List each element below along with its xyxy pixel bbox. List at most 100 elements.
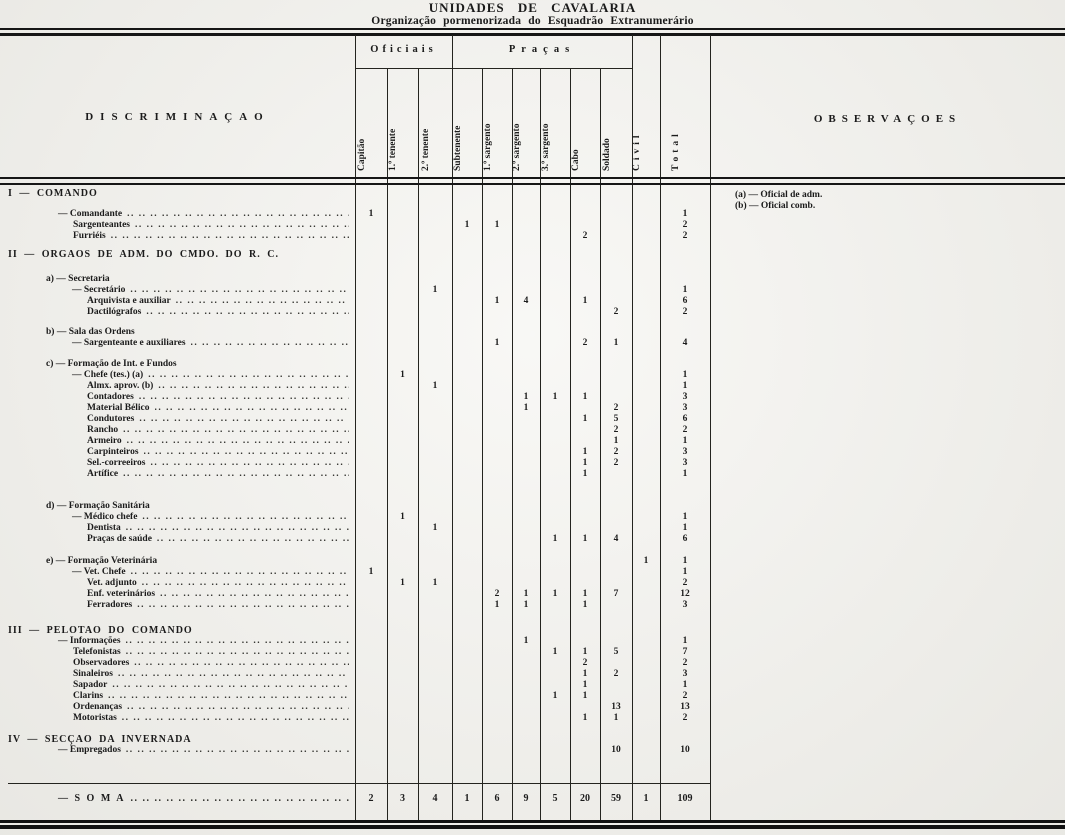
value-cell bbox=[418, 600, 452, 611]
leader-dots: .. .. .. .. .. .. .. .. .. .. .. .. .. .… bbox=[130, 567, 349, 577]
row-label-cell: — Vet. Chefe .. .. .. .. .. .. .. .. .. .… bbox=[0, 567, 355, 578]
value-cell bbox=[600, 359, 632, 370]
value-cell bbox=[418, 589, 452, 600]
value-cell bbox=[632, 458, 660, 469]
value-cell bbox=[540, 188, 570, 199]
value-cell bbox=[540, 556, 570, 567]
value-cell bbox=[452, 658, 482, 669]
leader-dots: .. .. .. .. .. .. .. .. .. .. .. .. .. .… bbox=[123, 469, 349, 479]
value-cell: 1 bbox=[613, 436, 619, 446]
value-cell: 1 bbox=[582, 414, 588, 424]
header-double-rule bbox=[0, 177, 1065, 185]
value-cell bbox=[512, 249, 540, 260]
value-cell: 1 bbox=[552, 534, 558, 544]
value-cell bbox=[632, 647, 660, 658]
row-label: — Sargenteante e auxiliares bbox=[72, 338, 186, 348]
value-cell bbox=[540, 745, 570, 756]
value-cell bbox=[632, 425, 660, 436]
table-row: Praças de saúde .. .. .. .. .. .. .. .. .… bbox=[0, 534, 1065, 545]
value-cell bbox=[418, 669, 452, 680]
value-cell bbox=[512, 647, 540, 658]
value-cell: 1 bbox=[682, 636, 688, 646]
organization-table: DISCRIMINAÇAO OBSERVAÇOES Oficiais Praça… bbox=[0, 35, 1065, 835]
value-cell: 2 bbox=[682, 691, 688, 701]
row-label: Almx. aprov. (b) bbox=[87, 381, 154, 391]
value-cell bbox=[512, 327, 540, 338]
value-cell: 1 bbox=[523, 392, 529, 402]
value-cell bbox=[452, 625, 482, 636]
value-cell: 9 bbox=[523, 793, 529, 804]
column-header-11: Total bbox=[671, 130, 681, 171]
table-row: Ferradores .. .. .. .. .. .. .. .. .. .. … bbox=[0, 600, 1065, 611]
value-cell bbox=[540, 458, 570, 469]
leader-dots: .. .. .. .. .. .. .. .. .. .. .. .. .. .… bbox=[134, 658, 349, 668]
value-cell: 3 bbox=[400, 793, 405, 804]
value-cell bbox=[355, 220, 387, 231]
value-cell bbox=[452, 512, 482, 523]
value-cell bbox=[387, 556, 418, 567]
table-row: Ordenanças .. .. .. .. .. .. .. .. .. .. … bbox=[0, 702, 1065, 713]
table-row: Contadores .. .. .. .. .. .. .. .. .. .. … bbox=[0, 392, 1065, 403]
value-cell bbox=[418, 209, 452, 220]
table-grid-line bbox=[482, 68, 483, 820]
value-cell: 7 bbox=[613, 589, 619, 599]
leader-dots: .. .. .. .. .. .. .. .. .. .. .. .. .. .… bbox=[125, 647, 349, 657]
row-label: Armeiro bbox=[87, 436, 122, 446]
value-cell bbox=[482, 458, 512, 469]
value-cell bbox=[600, 274, 632, 285]
value-cell bbox=[452, 327, 482, 338]
value-cell bbox=[418, 713, 452, 724]
value-cell bbox=[482, 534, 512, 545]
value-cell: 1 bbox=[552, 647, 558, 657]
value-cell bbox=[512, 307, 540, 318]
leader-dots: .. .. .. .. .. .. .. .. .. .. .. .. .. .… bbox=[146, 307, 349, 317]
value-cell bbox=[540, 436, 570, 447]
column-header-10: Cívil bbox=[632, 131, 642, 171]
value-cell bbox=[355, 691, 387, 702]
value-cell bbox=[512, 274, 540, 285]
soma-separator-rule bbox=[8, 783, 710, 784]
value-cell bbox=[600, 209, 632, 220]
value-cell bbox=[540, 523, 570, 534]
row-label: — Vet. Chefe bbox=[72, 567, 126, 577]
value-cell bbox=[632, 220, 660, 231]
value-cell bbox=[600, 523, 632, 534]
row-label-cell: III — PELOTAO DO COMANDO bbox=[0, 625, 355, 636]
value-cell bbox=[418, 436, 452, 447]
value-cell bbox=[452, 285, 482, 296]
bottom-double-rule bbox=[0, 820, 1065, 829]
value-cell bbox=[418, 658, 452, 669]
value-cell bbox=[570, 556, 600, 567]
value-cell bbox=[512, 745, 540, 756]
value-cell bbox=[387, 636, 418, 647]
value-cell: 1 bbox=[552, 691, 558, 701]
row-label-cell: Observadores .. .. .. .. .. .. .. .. .. .… bbox=[0, 658, 355, 669]
value-cell bbox=[512, 734, 540, 745]
row-label-cell: Condutores .. .. .. .. .. .. .. .. .. .. … bbox=[0, 414, 355, 425]
value-cell bbox=[452, 713, 482, 724]
document-subtitle: Organização pormenorizada do Esquadrão E… bbox=[371, 15, 694, 27]
value-cell bbox=[355, 458, 387, 469]
table-row: — Vet. Chefe .. .. .. .. .. .. .. .. .. .… bbox=[0, 567, 1065, 578]
row-label: Artífice bbox=[87, 469, 119, 479]
value-cell bbox=[355, 469, 387, 480]
value-cell bbox=[600, 220, 632, 231]
row-label-cell: Enf. veterinários .. .. .. .. .. .. .. ..… bbox=[0, 589, 355, 600]
leader-dots: .. .. .. .. .. .. .. .. .. .. .. .. .. .… bbox=[156, 534, 349, 544]
top-double-rule bbox=[0, 28, 1065, 36]
value-cell bbox=[355, 338, 387, 349]
value-cell: 1 bbox=[494, 220, 500, 230]
table-row: — Sargenteante e auxiliares .. .. .. .. .… bbox=[0, 338, 1065, 349]
value-cell bbox=[482, 381, 512, 392]
value-cell bbox=[387, 589, 418, 600]
value-cell bbox=[482, 231, 512, 242]
table-row: Armeiro .. .. .. .. .. .. .. .. .. .. .. … bbox=[0, 436, 1065, 447]
value-cell bbox=[452, 567, 482, 578]
value-cell: 3 bbox=[682, 392, 688, 402]
value-cell bbox=[632, 669, 660, 680]
value-cell: 1 bbox=[400, 578, 405, 588]
row-label: Carpinteiros bbox=[87, 447, 139, 457]
value-cell bbox=[387, 501, 418, 512]
value-cell bbox=[387, 523, 418, 534]
value-cell bbox=[570, 734, 600, 745]
